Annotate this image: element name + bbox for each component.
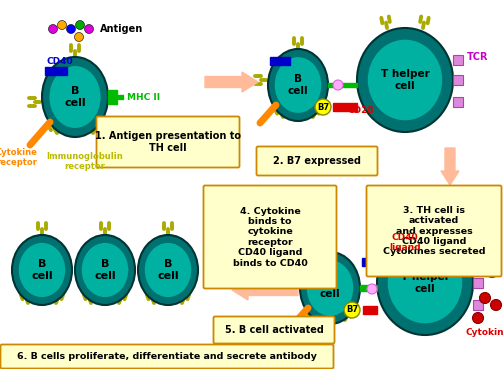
Polygon shape	[360, 285, 377, 291]
Text: 4. Cytokine
binds to
cytokine
receptor
CD40 ligand
binds to CD40: 4. Cytokine binds to cytokine receptor C…	[233, 207, 307, 268]
Polygon shape	[108, 95, 123, 99]
Ellipse shape	[275, 57, 321, 113]
Text: B7: B7	[317, 103, 329, 111]
Polygon shape	[362, 258, 377, 266]
Ellipse shape	[145, 243, 191, 297]
Text: B
cell: B cell	[157, 259, 179, 281]
Ellipse shape	[268, 49, 328, 121]
Ellipse shape	[388, 243, 462, 323]
Ellipse shape	[76, 21, 85, 30]
Text: CD28: CD28	[348, 106, 374, 115]
Ellipse shape	[307, 260, 353, 316]
Ellipse shape	[75, 32, 84, 41]
Ellipse shape	[367, 284, 377, 294]
Ellipse shape	[473, 248, 483, 259]
Polygon shape	[473, 278, 483, 288]
Ellipse shape	[315, 99, 331, 115]
Ellipse shape	[344, 302, 360, 318]
Ellipse shape	[486, 266, 497, 277]
Text: Cytokine: Cytokine	[466, 328, 504, 337]
Text: B
cell: B cell	[64, 86, 86, 108]
Ellipse shape	[479, 293, 490, 303]
Text: Cytokine
receptor: Cytokine receptor	[0, 148, 38, 167]
Ellipse shape	[49, 66, 101, 128]
Text: Immunoglobulin
receptor: Immunoglobulin receptor	[47, 152, 123, 171]
Ellipse shape	[300, 252, 360, 324]
Text: 1. Antigen presentation to
TH cell: 1. Antigen presentation to TH cell	[95, 131, 241, 153]
Text: Antigen: Antigen	[100, 24, 143, 34]
FancyArrow shape	[205, 72, 258, 92]
FancyBboxPatch shape	[204, 186, 337, 289]
Text: TCR: TCR	[467, 52, 488, 62]
Text: B
cell: B cell	[94, 259, 116, 281]
Text: 6. B cells proliferate, differentiate and secrete antibody: 6. B cells proliferate, differentiate an…	[17, 352, 317, 361]
Ellipse shape	[19, 243, 65, 297]
Text: 2. B7 expressed: 2. B7 expressed	[273, 156, 361, 166]
Polygon shape	[453, 75, 463, 85]
Polygon shape	[333, 103, 357, 111]
Ellipse shape	[85, 24, 94, 34]
FancyBboxPatch shape	[366, 186, 501, 276]
Polygon shape	[453, 55, 463, 65]
Ellipse shape	[357, 28, 453, 132]
Polygon shape	[270, 57, 290, 65]
Text: 3. TH cell is
activated
and expresses
CD40 ligand
Cytokines secreted: 3. TH cell is activated and expresses CD…	[383, 206, 485, 256]
FancyBboxPatch shape	[96, 117, 239, 168]
Polygon shape	[473, 300, 483, 310]
Text: B
cell: B cell	[288, 74, 308, 96]
FancyBboxPatch shape	[257, 146, 377, 176]
FancyBboxPatch shape	[214, 317, 335, 344]
Ellipse shape	[67, 24, 76, 34]
Text: B
cell: B cell	[31, 259, 53, 281]
Polygon shape	[363, 306, 377, 314]
Ellipse shape	[473, 313, 483, 324]
Ellipse shape	[12, 235, 72, 305]
Ellipse shape	[57, 21, 67, 30]
FancyArrow shape	[441, 148, 459, 185]
Text: MHC II: MHC II	[127, 93, 160, 101]
Polygon shape	[108, 90, 117, 94]
Ellipse shape	[377, 231, 473, 335]
Ellipse shape	[368, 40, 442, 120]
Polygon shape	[473, 258, 483, 268]
Ellipse shape	[333, 80, 343, 90]
Text: T helper
cell: T helper cell	[401, 272, 450, 294]
Text: T helper
cell: T helper cell	[381, 69, 429, 91]
Text: CD40
ligand: CD40 ligand	[389, 232, 421, 252]
Ellipse shape	[48, 24, 57, 34]
Polygon shape	[108, 100, 117, 104]
Ellipse shape	[75, 235, 135, 305]
FancyBboxPatch shape	[1, 345, 334, 369]
Ellipse shape	[42, 57, 108, 137]
Text: B7: B7	[346, 306, 358, 314]
Text: B
cell: B cell	[320, 277, 340, 299]
Text: 5. B cell activated: 5. B cell activated	[225, 325, 324, 335]
Polygon shape	[328, 83, 357, 87]
Ellipse shape	[490, 300, 501, 310]
Polygon shape	[45, 67, 67, 75]
FancyArrow shape	[232, 280, 298, 300]
Ellipse shape	[82, 243, 128, 297]
Polygon shape	[453, 97, 463, 107]
Ellipse shape	[138, 235, 198, 305]
Text: CD40: CD40	[47, 57, 73, 66]
